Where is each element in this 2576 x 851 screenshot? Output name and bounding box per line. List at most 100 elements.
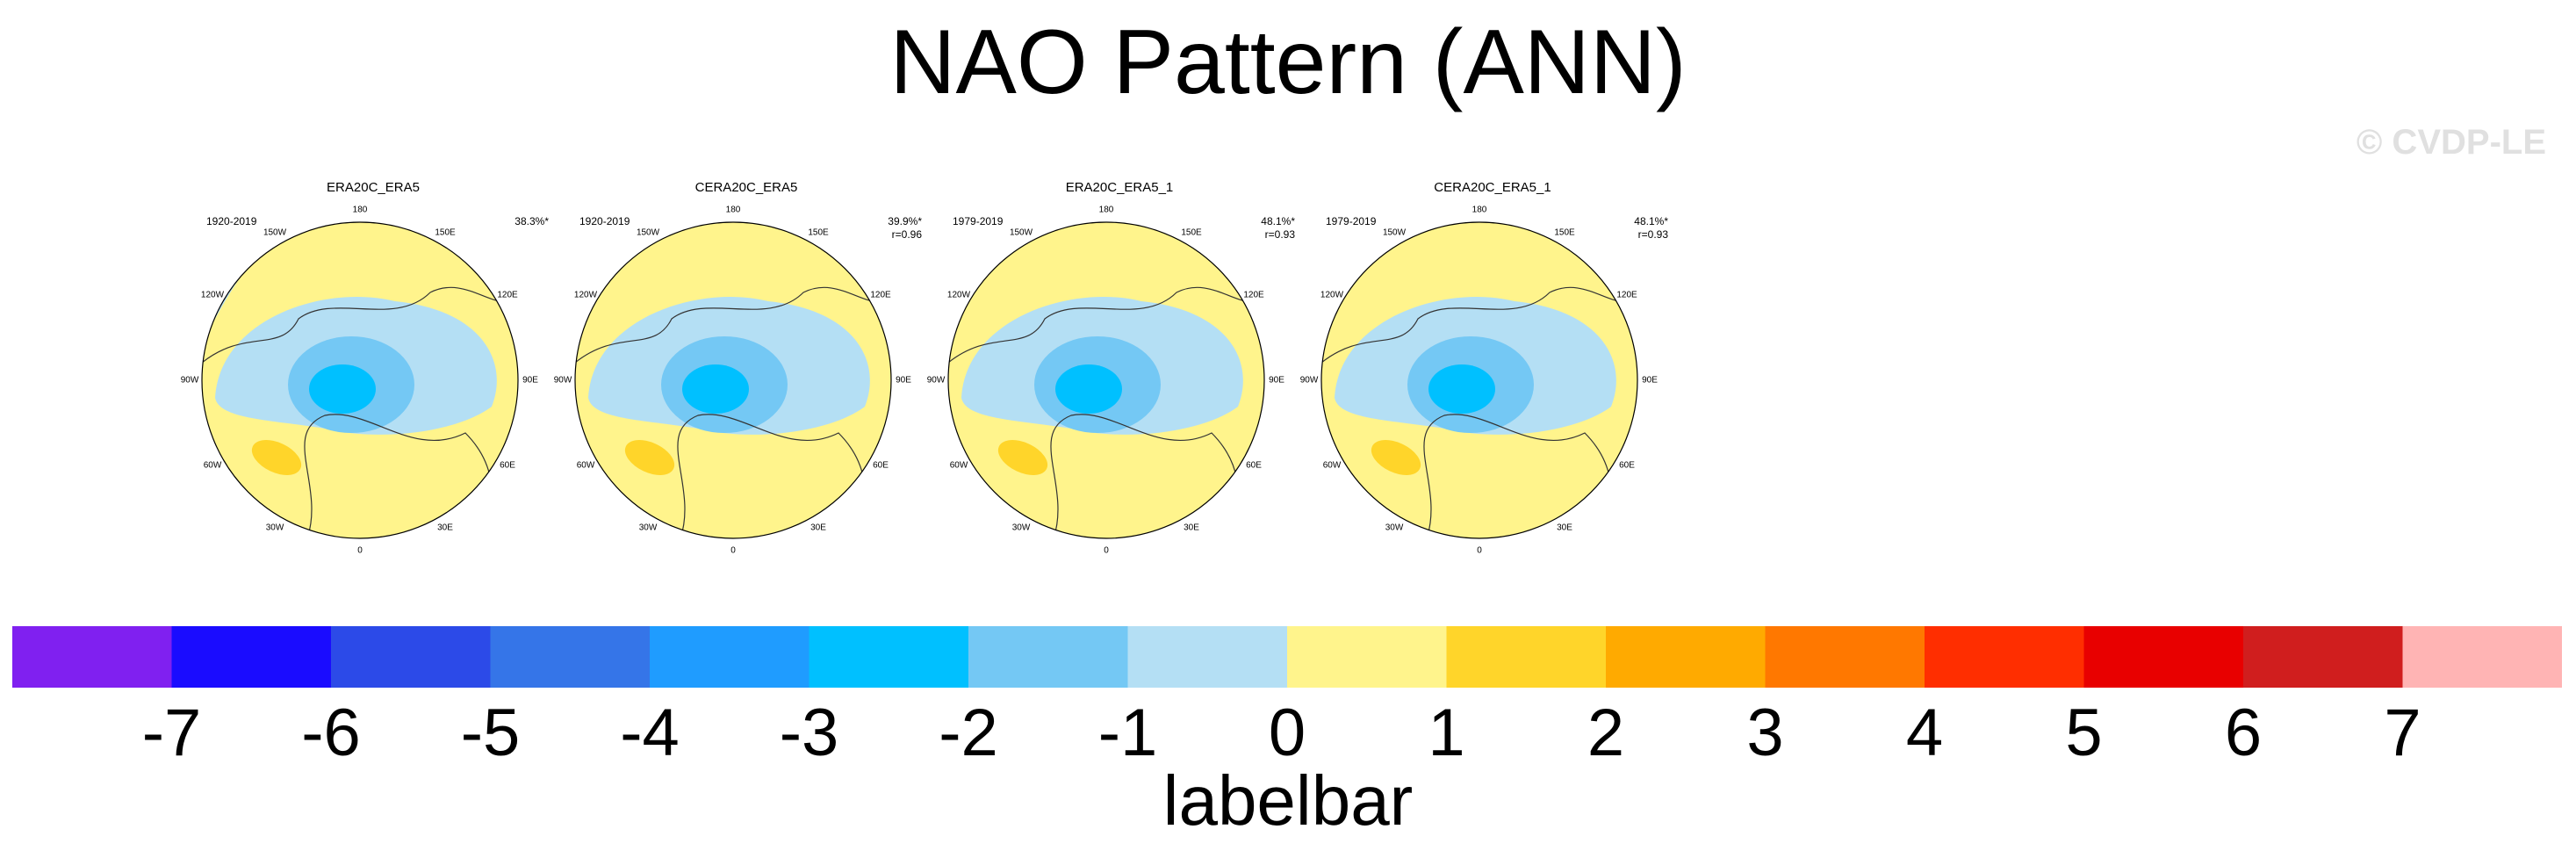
variance-explained: 38.3%* <box>514 215 549 227</box>
colorbar-tick-label: -2 <box>939 696 998 770</box>
colorbar-tick-label: -5 <box>460 696 521 770</box>
colorbar-tick-label: -3 <box>779 696 839 770</box>
longitude-label: 150W <box>1382 227 1407 238</box>
map-boundary <box>1320 221 1638 539</box>
field-negative-center <box>1055 364 1122 414</box>
polar-map <box>574 221 892 539</box>
field-positive-azores <box>997 440 1048 475</box>
pattern-correlation: r=0.96 <box>891 228 922 241</box>
pattern-correlation: r=0.93 <box>1264 228 1295 241</box>
longitude-label: 150E <box>1554 227 1575 238</box>
longitude-label: 180 <box>1471 205 1487 215</box>
longitude-label: 120E <box>870 290 891 300</box>
longitude-label: 30E <box>1184 523 1199 533</box>
longitude-label: 30E <box>1557 523 1572 533</box>
longitude-label: 120W <box>946 290 971 300</box>
longitude-label: 60W <box>203 460 222 471</box>
longitude-label: 30W <box>1011 523 1031 533</box>
longitude-label: 90E <box>1269 375 1284 386</box>
colorbar-tick-label: -7 <box>141 696 202 770</box>
field-negative-center <box>309 364 376 414</box>
longitude-label: 120E <box>497 290 518 300</box>
colorbar-bin <box>1765 626 1925 688</box>
colorbar-bin <box>1127 626 1288 688</box>
longitude-label: 120E <box>1243 290 1264 300</box>
polar-map <box>201 221 519 539</box>
longitude-label: 90E <box>1642 375 1658 386</box>
longitude-label: 120W <box>573 290 598 300</box>
colorbar-bin <box>2243 626 2403 688</box>
longitude-label: 120W <box>200 290 225 300</box>
map-boundary <box>574 221 892 539</box>
map-title: CERA20C_ERA5_1 <box>1434 180 1551 195</box>
colorbar-bin <box>809 626 969 688</box>
longitude-label: 30E <box>810 523 826 533</box>
longitude-label: 30E <box>437 523 453 533</box>
colorbar-tick-label: 7 <box>2384 696 2421 770</box>
longitude-label: 90W <box>1299 375 1319 386</box>
colorbar-label: labelbar <box>1162 761 1414 840</box>
colorbar-bin <box>331 626 491 688</box>
colorbar-bin <box>1606 626 1766 688</box>
colorbar-bin <box>650 626 809 688</box>
longitude-label: 30W <box>638 523 658 533</box>
colorbar-bin <box>12 626 172 688</box>
map-panel: ERA20C_ERA5 1920-2019 38.3%* 180 150E 120E 90E… <box>181 180 558 558</box>
map-boundary <box>947 221 1265 539</box>
longitude-label: 60W <box>576 460 595 471</box>
longitude-label: 150W <box>1009 227 1033 238</box>
colorbar-bin <box>1925 626 2084 688</box>
colorbar-bin <box>1446 626 1607 688</box>
polar-map <box>947 221 1265 539</box>
colorbar-tick-label: -1 <box>1097 696 1158 770</box>
longitude-label: 90W <box>553 375 572 386</box>
longitude-label: 90W <box>180 375 199 386</box>
colorbar-ticks: -7 -6 -5 -4 -3 -2 -1 0 1 2 3 4 5 6 7 <box>12 694 2562 782</box>
field-positive-azores <box>1371 440 1421 475</box>
watermark: © CVDP-LE <box>2356 123 2546 162</box>
map-period: 1920-2019 <box>579 215 630 227</box>
longitude-label: 150E <box>1181 227 1202 238</box>
colorbar-tick-label: -4 <box>620 696 680 770</box>
colorbar-tick-label: 2 <box>1587 696 1625 770</box>
field-positive-azores <box>624 440 675 475</box>
longitude-label: 60W <box>1322 460 1342 471</box>
longitude-label: 90E <box>896 375 911 386</box>
colorbar-bin <box>2402 626 2562 688</box>
map-title: ERA20C_ERA5_1 <box>1065 180 1174 195</box>
map-panel: ERA20C_ERA5_1 1979-2019 48.1%* r=0.93 180 150… <box>927 180 1304 558</box>
colorbar-tick-label: 1 <box>1428 696 1465 770</box>
map-period: 1979-2019 <box>953 215 1004 227</box>
colorbar-tick-label: 3 <box>1746 696 1784 770</box>
variance-explained: 39.9%* <box>888 215 922 227</box>
longitude-label: 60E <box>1619 460 1635 471</box>
field-negative-center <box>1428 364 1495 414</box>
colorbar-bin <box>1287 626 1447 688</box>
colorbar <box>12 626 2562 688</box>
field-positive-azores <box>251 440 302 475</box>
longitude-label: 180 <box>352 205 368 215</box>
longitude-label: 90W <box>926 375 946 386</box>
map-boundary <box>201 221 519 539</box>
colorbar-tick-label: 6 <box>2224 696 2263 770</box>
variance-explained: 48.1%* <box>1634 215 1668 227</box>
longitude-label: 60W <box>949 460 968 471</box>
longitude-label: 90E <box>522 375 538 386</box>
map-period: 1920-2019 <box>206 215 257 227</box>
pattern-correlation: r=0.93 <box>1637 228 1668 241</box>
map-panel: CERA20C_ERA5_1 1979-2019 48.1%* r=0.93 180 15… <box>1300 180 1677 558</box>
longitude-label: 0 <box>1104 545 1109 556</box>
map-period: 1979-2019 <box>1326 215 1377 227</box>
longitude-label: 0 <box>357 545 363 556</box>
longitude-label: 150E <box>435 227 456 238</box>
longitude-label: 120E <box>1616 290 1637 300</box>
longitude-label: 60E <box>500 460 515 471</box>
longitude-label: 120W <box>1320 290 1344 300</box>
colorbar-tick-label: -6 <box>301 696 361 770</box>
colorbar-tick-label: 0 <box>1268 696 1306 770</box>
longitude-label: 150W <box>636 227 660 238</box>
colorbar-tick-label: 5 <box>2065 696 2103 770</box>
longitude-label: 180 <box>725 205 741 215</box>
longitude-label: 0 <box>1477 545 1482 556</box>
longitude-label: 150E <box>808 227 829 238</box>
